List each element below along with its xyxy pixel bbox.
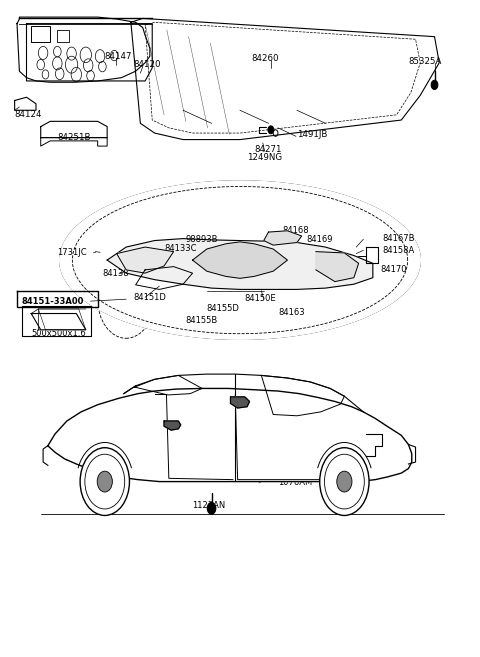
Polygon shape: [41, 122, 107, 137]
Polygon shape: [60, 181, 420, 339]
Text: 84260: 84260: [252, 54, 279, 62]
Text: 84268: 84268: [129, 415, 155, 424]
Text: 84133C: 84133C: [164, 244, 197, 253]
Text: 84136: 84136: [259, 468, 286, 478]
Circle shape: [157, 252, 167, 265]
Text: 84169: 84169: [306, 235, 333, 244]
Polygon shape: [31, 313, 86, 330]
Text: 84145B: 84145B: [378, 445, 410, 453]
Bar: [57, 30, 69, 42]
Polygon shape: [230, 397, 250, 408]
Text: 1076AM: 1076AM: [64, 454, 99, 463]
Polygon shape: [192, 242, 288, 279]
Polygon shape: [131, 18, 439, 139]
Text: 84120: 84120: [133, 60, 161, 69]
Text: 85325A: 85325A: [408, 57, 442, 66]
Text: 1731JE: 1731JE: [283, 417, 312, 426]
Text: 84170: 84170: [380, 265, 407, 275]
Text: 84138: 84138: [102, 269, 129, 278]
Circle shape: [337, 471, 352, 492]
Polygon shape: [164, 421, 180, 430]
Text: 1249NG: 1249NG: [247, 153, 282, 162]
Polygon shape: [316, 252, 359, 282]
Text: 1249GB: 1249GB: [64, 425, 98, 434]
Text: 84153C: 84153C: [131, 254, 163, 263]
Circle shape: [207, 503, 216, 514]
Text: 84158A: 84158A: [383, 246, 415, 255]
Text: 1076AM: 1076AM: [278, 478, 312, 487]
Text: 1731LB: 1731LB: [283, 427, 314, 436]
Text: 84163: 84163: [278, 307, 305, 317]
Text: 1491JB: 1491JB: [297, 130, 327, 139]
Text: 1123AN: 1123AN: [192, 501, 226, 510]
Text: 84147: 84147: [105, 52, 132, 60]
Text: 84155D: 84155D: [207, 304, 240, 313]
Text: 84155B: 84155B: [185, 315, 218, 325]
Text: 1731JC: 1731JC: [57, 248, 87, 257]
Text: 84132A: 84132A: [316, 417, 348, 426]
Text: 84255: 84255: [212, 399, 238, 408]
Circle shape: [80, 447, 130, 516]
Text: 91512A: 91512A: [378, 454, 409, 463]
Text: 1249G3: 1249G3: [179, 427, 211, 436]
Text: 66835: 66835: [207, 443, 234, 451]
Text: 500x500x1.6: 500x500x1.6: [31, 329, 86, 338]
Text: 84167B: 84167B: [383, 234, 415, 243]
Text: 84168: 84168: [283, 226, 309, 235]
Text: 84251B: 84251B: [57, 133, 91, 142]
Text: 84271: 84271: [254, 145, 282, 154]
Text: 98893B: 98893B: [185, 235, 218, 244]
Polygon shape: [48, 388, 412, 482]
Text: 84269: 84269: [164, 415, 191, 424]
Polygon shape: [17, 17, 150, 82]
Circle shape: [97, 471, 112, 492]
Circle shape: [320, 447, 369, 516]
Circle shape: [431, 80, 438, 89]
Polygon shape: [117, 247, 174, 273]
Text: 84267: 84267: [250, 399, 276, 408]
Text: 84151D: 84151D: [133, 293, 166, 302]
Text: 84124: 84124: [14, 110, 42, 120]
Circle shape: [268, 126, 274, 134]
Polygon shape: [107, 238, 373, 290]
Bar: [31, 26, 50, 42]
Polygon shape: [264, 231, 301, 245]
Text: 84151-33A00: 84151-33A00: [22, 297, 84, 306]
Text: 84150E: 84150E: [245, 294, 276, 303]
